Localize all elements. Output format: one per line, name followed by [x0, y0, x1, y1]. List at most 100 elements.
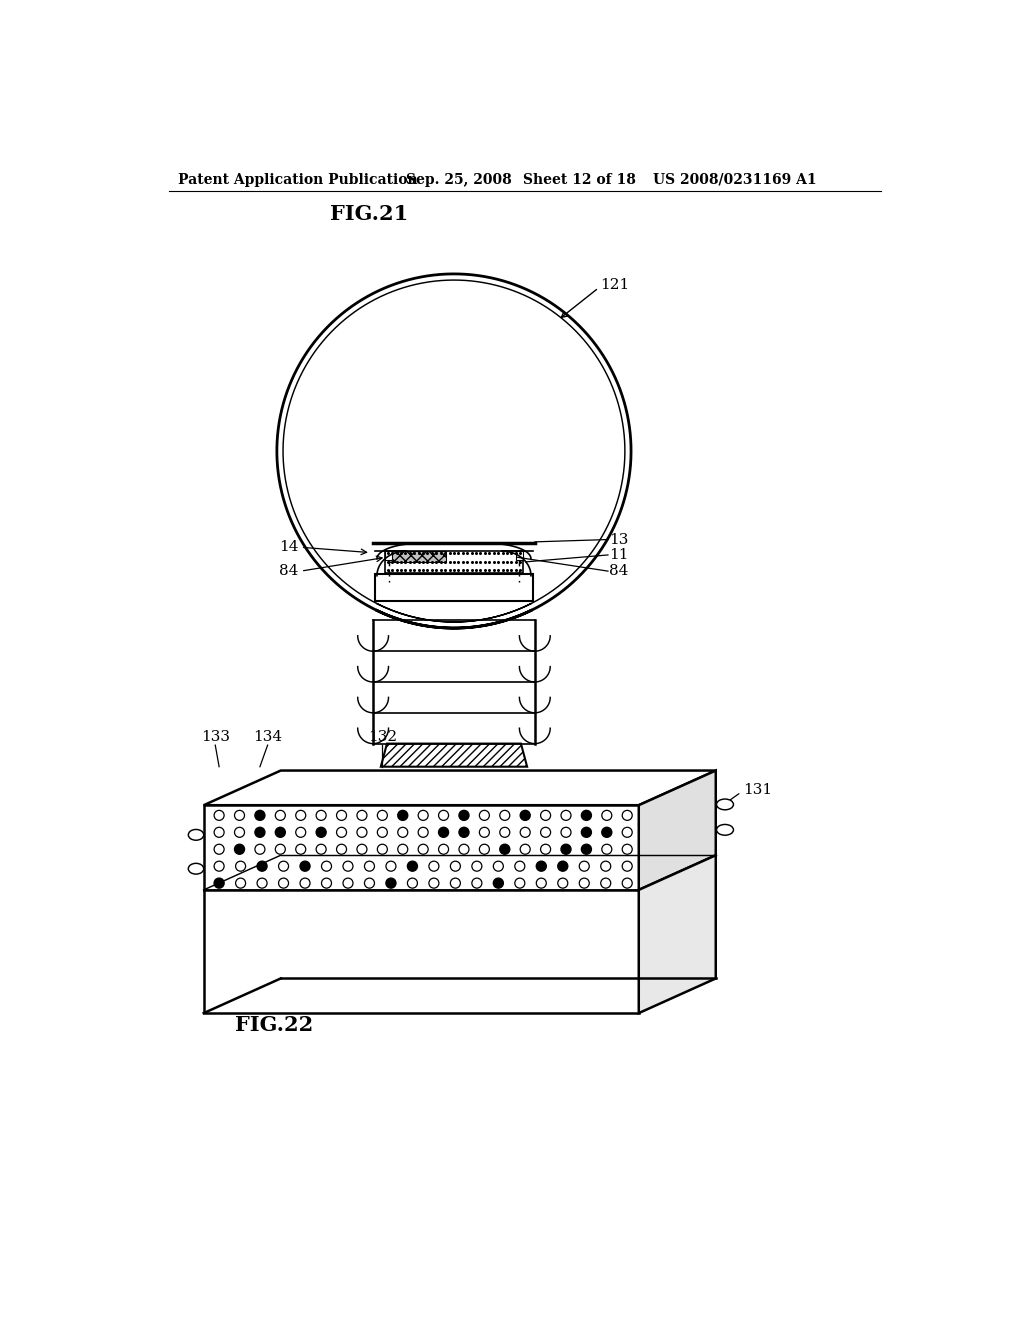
Bar: [204, 890, 639, 1014]
Ellipse shape: [188, 863, 204, 874]
Circle shape: [602, 828, 611, 837]
Circle shape: [500, 845, 510, 854]
Bar: [376, 574, 532, 601]
Circle shape: [296, 828, 306, 837]
Circle shape: [520, 828, 530, 837]
Circle shape: [300, 878, 310, 888]
Text: 133: 133: [201, 730, 229, 743]
Circle shape: [580, 861, 589, 871]
Text: 121: 121: [600, 279, 630, 293]
Circle shape: [472, 861, 482, 871]
Circle shape: [322, 861, 332, 871]
Circle shape: [296, 810, 306, 820]
Circle shape: [541, 828, 551, 837]
Circle shape: [459, 845, 469, 854]
Text: 84: 84: [609, 564, 629, 578]
Circle shape: [451, 861, 461, 871]
Bar: [204, 805, 639, 890]
Circle shape: [386, 878, 396, 888]
Circle shape: [601, 861, 610, 871]
Text: 11: 11: [609, 548, 629, 562]
Circle shape: [255, 845, 265, 854]
Circle shape: [214, 861, 224, 871]
Circle shape: [255, 810, 265, 820]
Circle shape: [623, 845, 632, 854]
Circle shape: [602, 810, 611, 820]
Bar: [385, 552, 523, 573]
Circle shape: [580, 878, 589, 888]
Circle shape: [438, 845, 449, 854]
Circle shape: [494, 878, 504, 888]
Circle shape: [623, 828, 632, 837]
Ellipse shape: [717, 799, 733, 810]
Circle shape: [520, 810, 530, 820]
Circle shape: [337, 828, 346, 837]
Circle shape: [257, 878, 267, 888]
Circle shape: [357, 845, 367, 854]
Circle shape: [214, 878, 224, 888]
Text: 14: 14: [279, 540, 298, 554]
Circle shape: [500, 828, 510, 837]
Circle shape: [357, 828, 367, 837]
Text: 13: 13: [609, 532, 629, 546]
Circle shape: [623, 861, 632, 871]
Circle shape: [365, 861, 375, 871]
Circle shape: [279, 861, 289, 871]
Circle shape: [541, 810, 551, 820]
Circle shape: [408, 861, 418, 871]
Circle shape: [257, 861, 267, 871]
Bar: [515, 552, 523, 561]
Circle shape: [537, 861, 546, 871]
Circle shape: [601, 878, 610, 888]
Circle shape: [234, 810, 245, 820]
Text: 134: 134: [253, 730, 283, 743]
Circle shape: [386, 861, 396, 871]
Circle shape: [451, 878, 461, 888]
Circle shape: [316, 828, 326, 837]
Polygon shape: [639, 855, 716, 1014]
Bar: [385, 552, 392, 561]
Circle shape: [279, 878, 289, 888]
Circle shape: [459, 810, 469, 820]
Circle shape: [236, 878, 246, 888]
Circle shape: [316, 810, 326, 820]
Circle shape: [520, 845, 530, 854]
Circle shape: [418, 810, 428, 820]
Circle shape: [236, 861, 246, 871]
Polygon shape: [204, 771, 716, 805]
Circle shape: [500, 810, 510, 820]
Text: Sep. 25, 2008: Sep. 25, 2008: [407, 173, 512, 187]
Circle shape: [558, 861, 567, 871]
Circle shape: [408, 878, 418, 888]
Circle shape: [214, 845, 224, 854]
Text: FIG.21: FIG.21: [330, 203, 409, 224]
Polygon shape: [381, 743, 527, 767]
Circle shape: [459, 828, 469, 837]
Circle shape: [623, 810, 632, 820]
Circle shape: [494, 861, 504, 871]
Text: 131: 131: [742, 783, 772, 797]
Text: US 2008/0231169 A1: US 2008/0231169 A1: [652, 173, 816, 187]
Text: Sheet 12 of 18: Sheet 12 of 18: [523, 173, 636, 187]
Circle shape: [561, 828, 571, 837]
Circle shape: [582, 828, 592, 837]
Circle shape: [357, 810, 367, 820]
Circle shape: [378, 810, 387, 820]
Circle shape: [322, 878, 332, 888]
Circle shape: [316, 845, 326, 854]
Text: 132: 132: [368, 730, 397, 743]
Circle shape: [255, 828, 265, 837]
Text: Patent Application Publication: Patent Application Publication: [178, 173, 418, 187]
Circle shape: [214, 810, 224, 820]
Circle shape: [397, 845, 408, 854]
Circle shape: [438, 810, 449, 820]
Circle shape: [296, 845, 306, 854]
Circle shape: [365, 878, 375, 888]
Circle shape: [397, 828, 408, 837]
Circle shape: [537, 878, 546, 888]
Circle shape: [418, 845, 428, 854]
Circle shape: [300, 861, 310, 871]
Circle shape: [479, 828, 489, 837]
Circle shape: [275, 845, 286, 854]
Circle shape: [275, 828, 286, 837]
